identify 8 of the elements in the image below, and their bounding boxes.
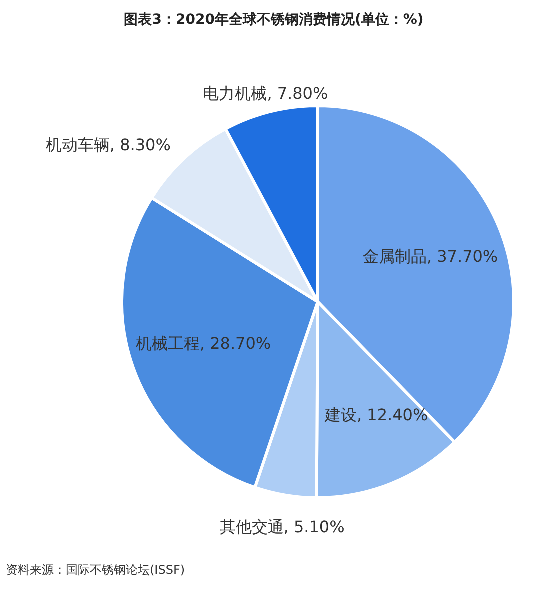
slice-label: 其他交通, 5.10% [220,518,345,537]
slice-label: 建设, 12.40% [324,406,428,425]
slice-label: 机动车辆, 8.30% [46,135,171,154]
slice-label: 电力机械, 7.80% [203,84,328,103]
slice-label: 金属制品, 37.70% [362,247,498,266]
chart-title: 图表3：2020年全球不锈钢消费情况(单位：%) [124,12,424,28]
text: 资料来源：国际不锈钢论坛(ISSF) [6,563,186,577]
slice-label: 机械工程, 28.70% [136,334,272,353]
